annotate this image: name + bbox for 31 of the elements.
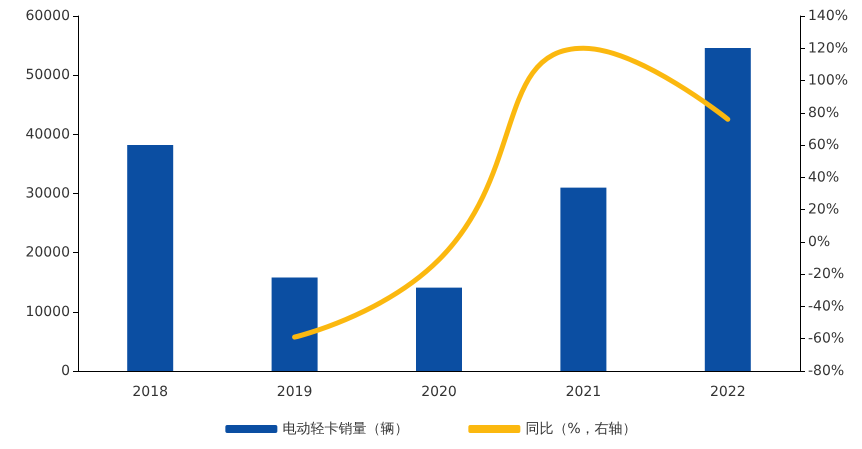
y-tick-label: 50000 <box>25 67 70 84</box>
y2-tick-label: 40% <box>808 169 840 186</box>
y-tick-label: 60000 <box>25 8 70 24</box>
bar <box>416 288 462 371</box>
y2-tick-label: -80% <box>808 363 844 379</box>
x-tick-label: 2018 <box>132 384 168 400</box>
y2-tick-label: -20% <box>808 266 844 282</box>
y2-tick-label: 20% <box>808 202 840 218</box>
y-tick-label: 40000 <box>25 126 70 142</box>
legend-label: 电动轻卡销量（辆） <box>282 421 408 437</box>
bar <box>127 144 174 371</box>
bar <box>272 278 318 371</box>
y2-tick-label: 80% <box>808 104 840 121</box>
y2-tick-label: 100% <box>808 72 848 89</box>
y-tick-label: 30000 <box>25 186 70 202</box>
x-tick-label: 2020 <box>421 384 457 400</box>
y2-tick-label: -40% <box>808 298 844 314</box>
legend-label: 同比（%，右轴） <box>525 421 637 437</box>
y-tick-label: 0 <box>61 363 70 379</box>
y2-tick-label: 60% <box>808 137 840 154</box>
x-tick-label: 2021 <box>566 384 602 400</box>
x-tick-label: 2022 <box>710 384 746 400</box>
y2-tick-label: 120% <box>808 40 848 56</box>
y2-tick-label: 140% <box>808 8 848 24</box>
y-tick-label: 10000 <box>25 304 70 320</box>
y2-tick-label: 0% <box>808 234 830 250</box>
bar <box>560 188 606 371</box>
y-tick-label: 20000 <box>25 244 70 261</box>
x-tick-label: 2019 <box>276 384 312 400</box>
bar <box>704 48 751 371</box>
y2-tick-label: -60% <box>808 330 844 347</box>
